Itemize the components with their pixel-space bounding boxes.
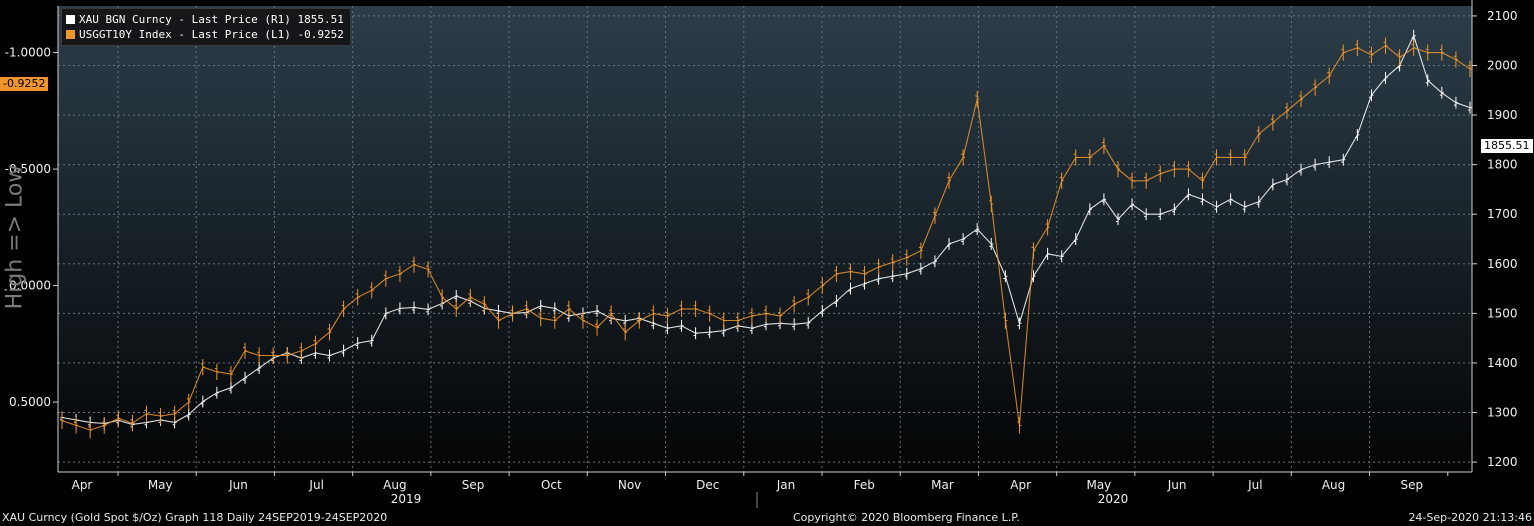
x-month-label: Aug [1322,478,1345,492]
left-axis-label: High => Low [2,164,28,310]
right-tick-label: 1500 [1487,306,1518,320]
right-tick-label: 1400 [1487,356,1518,370]
right-tick-label: 2000 [1487,58,1518,72]
x-year-label: 2019 [391,492,422,506]
x-month-label: Dec [696,478,719,492]
left-tick-label: 0.0000 [9,279,51,293]
right-tick-label: 1600 [1487,257,1518,271]
x-month-label: Jul [308,478,323,492]
series-line [61,44,1471,431]
left-tick-label: 0.5000 [9,395,51,409]
x-month-label: Sep [1400,478,1423,492]
x-month-label: May [148,478,173,492]
right-last-value-tag: 1855.51 [1481,139,1533,153]
legend-entry-usggt10y[interactable]: USGGT10Y Index - Last Price (L1) -0.9252 [66,27,344,42]
right-tick-label: 1800 [1487,158,1518,172]
right-tick-label: 1300 [1487,406,1518,420]
footer-left: XAU Curncy (Gold Spot $/Oz) Graph 118 Da… [2,511,388,524]
x-month-label: Jul [1247,478,1262,492]
right-tick-label: 1900 [1487,108,1518,122]
left-tick-label: -1.0000 [5,46,51,60]
legend-label-usggt10y: USGGT10Y Index - Last Price (L1) -0.9252 [79,28,344,41]
x-month-label: Jun [228,478,248,492]
x-month-label: Aug [383,478,406,492]
series-line [61,34,1471,425]
x-month-label: Sep [462,478,485,492]
right-tick-label: 2100 [1487,9,1518,23]
x-year-label: 2020 [1098,492,1129,506]
x-month-label: Oct [541,478,562,492]
series-usggt10y [60,37,1472,439]
legend-swatch-orange [66,30,75,39]
left-last-value-tag: -0.9252 [0,77,49,91]
footer-right: 24-Sep-2020 21:13:46 [1408,511,1532,524]
footer-center: Copyright© 2020 Bloomberg Finance L.P. [793,511,1020,524]
x-month-label: Mar [931,478,954,492]
left-tick-label: -0.5000 [5,162,51,176]
price-chart: 2100 2000 1900 1800 1700 1600 1500 1400 1300 1200… [5,0,1518,508]
right-tick-label: 1200 [1487,455,1518,469]
x-month-label: May [1086,478,1111,492]
x-month-label: Apr [72,478,93,492]
x-month-label: Apr [1010,478,1031,492]
chart-legend: XAU BGN Curncy - Last Price (R1) 1855.51… [61,8,351,46]
legend-swatch-white [66,15,75,24]
x-month-label: Feb [854,478,875,492]
x-month-label: Jan [776,478,796,492]
legend-label-xau: XAU BGN Curncy - Last Price (R1) 1855.51 [79,13,344,26]
x-month-label: Nov [618,478,641,492]
right-tick-label: 1700 [1487,207,1518,221]
x-month-label: Jun [1167,478,1187,492]
plot-area [58,6,1472,472]
legend-entry-xau[interactable]: XAU BGN Curncy - Last Price (R1) 1855.51 [66,12,344,27]
